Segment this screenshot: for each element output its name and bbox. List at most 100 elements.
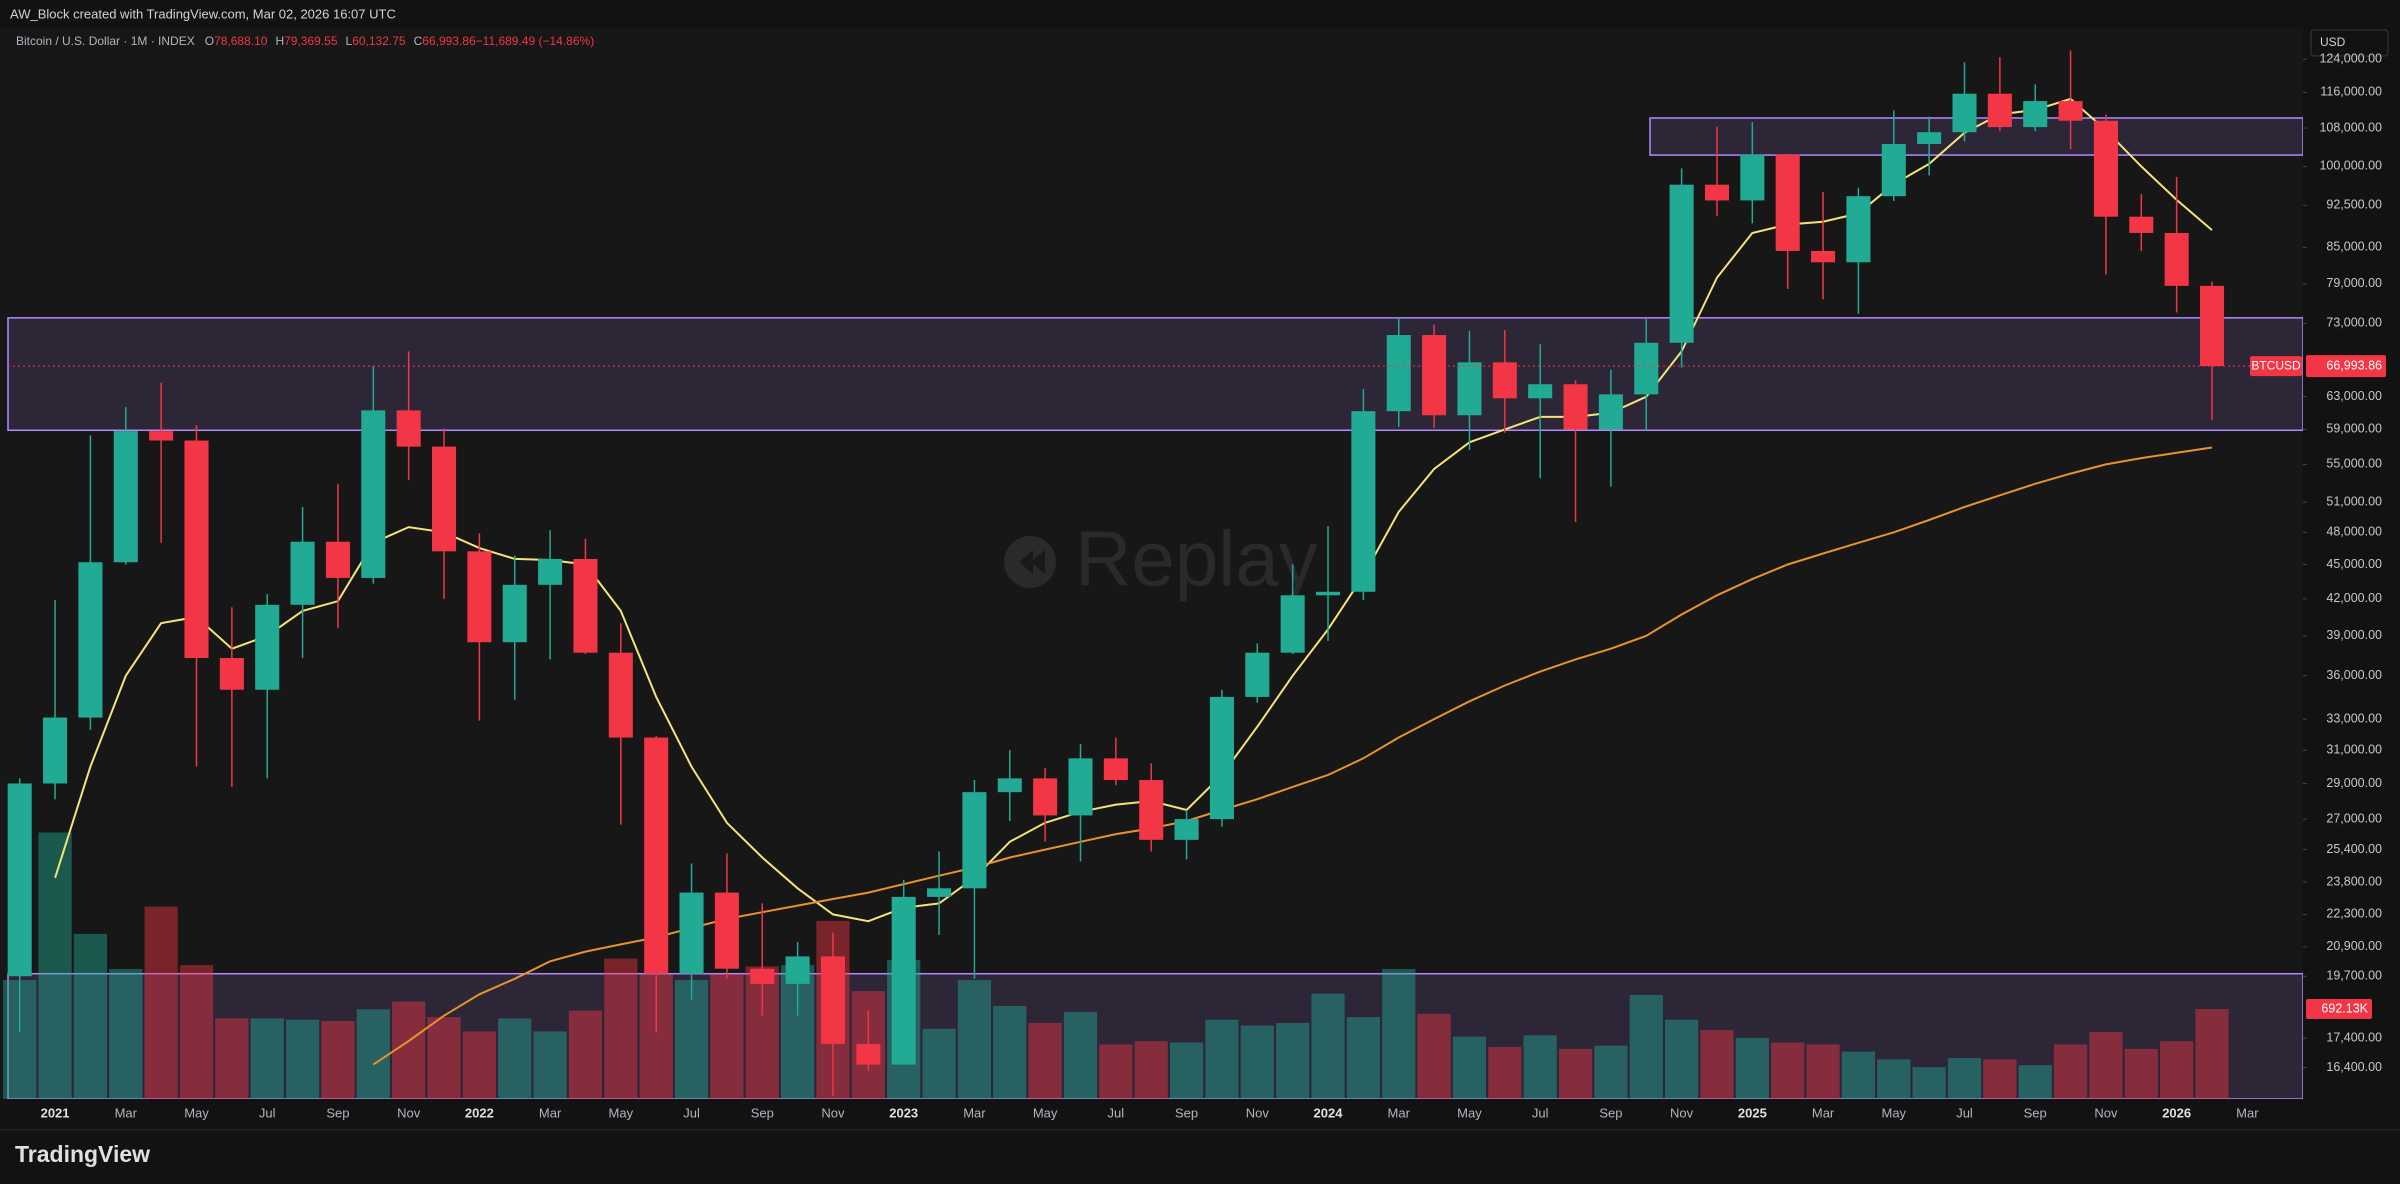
volume-bar bbox=[1983, 1059, 2017, 1099]
volume-bar bbox=[1558, 1048, 1593, 1099]
y-tick-label: 124,000.00 bbox=[2319, 51, 2382, 65]
y-tick-label: 100,000.00 bbox=[2319, 159, 2382, 173]
zone bbox=[7, 317, 2303, 432]
candle-body bbox=[290, 541, 315, 605]
candle-body bbox=[1068, 758, 1093, 816]
y-tick-label: 79,000.00 bbox=[2326, 276, 2382, 290]
candle-body bbox=[679, 892, 704, 974]
volume-bar bbox=[1947, 1058, 1982, 1099]
volume-bar bbox=[1523, 1035, 1557, 1099]
x-tick-label: Mar bbox=[1388, 1105, 1411, 1120]
volume-bar bbox=[1806, 1044, 1840, 1099]
logo[interactable]: TradingView bbox=[15, 1141, 150, 1167]
volume-bar bbox=[2053, 1044, 2088, 1099]
volume-bar bbox=[1665, 1019, 1699, 1099]
volume-bar bbox=[993, 1006, 1027, 1099]
candle-body bbox=[2023, 101, 2048, 128]
volume-bar bbox=[2089, 1032, 2123, 1099]
legend: Bitcoin / U.S. Dollar · 1M · INDEX O78,68… bbox=[16, 34, 594, 48]
candle-body bbox=[927, 888, 952, 897]
x-tick-label: May bbox=[1457, 1105, 1482, 1120]
candle-body bbox=[1103, 758, 1128, 781]
volume-bar bbox=[109, 969, 143, 1099]
volume-bar bbox=[957, 980, 992, 1099]
volume-bar bbox=[144, 906, 178, 1099]
candle-body bbox=[1704, 184, 1730, 201]
volume-bar bbox=[1877, 1059, 1911, 1099]
y-tick-label: 63,000.00 bbox=[2326, 389, 2382, 403]
candle-body bbox=[962, 792, 987, 889]
x-tick-label: Sep bbox=[326, 1105, 349, 1120]
x-tick-label: May bbox=[1881, 1105, 1906, 1120]
candle-body bbox=[255, 604, 280, 690]
x-tick-label: Mar bbox=[1812, 1105, 1835, 1120]
last-price-label: 66,993.86 bbox=[2326, 358, 2382, 372]
x-tick-label: Sep bbox=[1599, 1105, 1622, 1120]
volume-bar bbox=[1382, 969, 1416, 1099]
x-tick-label: 2021 bbox=[41, 1105, 70, 1120]
candle-body bbox=[113, 431, 138, 563]
x-tick-label: 2023 bbox=[889, 1105, 918, 1120]
candle-body bbox=[997, 778, 1022, 793]
y-tick-label: 22,300.00 bbox=[2326, 907, 2382, 921]
y-tick-label: 17,400.00 bbox=[2326, 1030, 2382, 1044]
symbol: Bitcoin / U.S. Dollar · 1M · INDEX bbox=[16, 34, 195, 48]
x-tick-label: Jul bbox=[683, 1105, 700, 1120]
candle-body bbox=[1846, 196, 1871, 263]
candle-body bbox=[1881, 143, 1906, 197]
candle-body bbox=[1917, 132, 1942, 144]
ohlc-value: 66,993.86 bbox=[422, 34, 476, 48]
volume-bar bbox=[1735, 1037, 1769, 1099]
ohlc-value: 79,369.55 bbox=[284, 34, 338, 48]
volume-bar bbox=[1205, 1019, 1239, 1099]
candle-body bbox=[891, 896, 916, 1065]
volume-bar bbox=[922, 1028, 956, 1099]
y-tick-label: 73,000.00 bbox=[2326, 316, 2382, 330]
volume-bar bbox=[356, 1009, 390, 1099]
candle-body bbox=[856, 1043, 881, 1065]
y-tick-label: 36,000.00 bbox=[2326, 668, 2382, 682]
candle-body bbox=[361, 410, 386, 578]
watermark-text: Replay bbox=[1075, 515, 1318, 603]
y-tick-label: 55,000.00 bbox=[2326, 457, 2382, 471]
y-tick-label: 92,500.00 bbox=[2326, 198, 2382, 212]
ohlc-key: L bbox=[346, 34, 353, 48]
candle-body bbox=[1457, 362, 1482, 416]
volume-bar bbox=[1169, 1042, 1204, 1099]
candle-body bbox=[2129, 216, 2154, 233]
candle-body bbox=[1952, 93, 1977, 133]
x-tick-label: 2024 bbox=[1314, 1105, 1344, 1120]
ohlc-key: O bbox=[205, 34, 214, 48]
y-tick-label: 33,000.00 bbox=[2326, 711, 2382, 725]
volume-bar bbox=[1311, 993, 1345, 1099]
x-tick-label: Nov bbox=[821, 1105, 845, 1120]
candle-body bbox=[2058, 101, 2083, 121]
candle-body bbox=[714, 892, 739, 969]
currency[interactable]: USD bbox=[2320, 35, 2346, 49]
y-tick-label: 116,000.00 bbox=[2320, 85, 2382, 99]
replay-icon-arrows bbox=[1019, 550, 1045, 574]
candle-body bbox=[1987, 93, 2012, 128]
candle-body bbox=[78, 562, 103, 718]
y-tick-label: 45,000.00 bbox=[2326, 557, 2382, 571]
last-price-box bbox=[2306, 355, 2386, 378]
y-tick-label: 39,000.00 bbox=[2326, 628, 2382, 642]
y-tick-label: 20,900.00 bbox=[2326, 939, 2382, 953]
x-tick-label: Jul bbox=[1532, 1105, 1549, 1120]
ohlc-key: C bbox=[414, 34, 423, 48]
candle-body bbox=[1174, 819, 1199, 840]
volume-bar bbox=[2195, 1009, 2229, 1099]
volume-bar bbox=[1452, 1036, 1487, 1099]
x-tick-label: Jul bbox=[1108, 1105, 1125, 1120]
y-tick-label: 16,400.00 bbox=[2326, 1060, 2382, 1074]
currency-box[interactable] bbox=[2310, 29, 2389, 57]
candle-body bbox=[1563, 384, 1588, 430]
candle-body bbox=[1245, 652, 1270, 697]
y-tick-label: 25,400.00 bbox=[2326, 842, 2382, 856]
volume-bar bbox=[1771, 1042, 1805, 1099]
candle-body bbox=[608, 652, 633, 738]
candle-body bbox=[1280, 595, 1305, 653]
candle-body bbox=[43, 717, 68, 784]
x-tick-label: May bbox=[1033, 1105, 1058, 1120]
